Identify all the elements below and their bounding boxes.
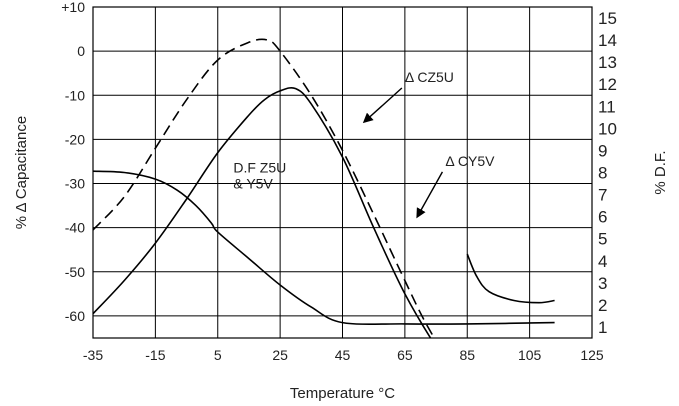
annotation-label: Δ CY5V	[445, 153, 495, 169]
y-tick-label: +10	[61, 0, 85, 15]
y-tick-label: -60	[65, 308, 85, 324]
y-axis-ticks: +10 0 -10 -20 -30 -40 -50 -60	[61, 0, 85, 324]
x-tick-label: 45	[335, 347, 351, 363]
x-tick-label: 65	[397, 347, 413, 363]
plot-frame	[92, 6, 593, 339]
y2-tick-label: 9	[598, 141, 607, 160]
y-tick-label: -30	[65, 176, 85, 192]
annotations: Δ CZ5U Δ CY5V D.F Z5U & Y5V	[233, 69, 495, 219]
x-tick-label: 5	[214, 347, 222, 363]
y2-tick-label: 3	[598, 274, 607, 293]
y-tick-label: 0	[77, 43, 85, 59]
x-tick-label: -15	[145, 347, 165, 363]
y2-tick-label: 4	[598, 252, 607, 271]
series-line-2	[466, 253, 555, 304]
y2-axis-ticks: 15 14 13 12 11 10 9 8 7 6 5 4 3 2 1	[598, 9, 617, 337]
x-axis-ticks: -35 -15 5 25 45 65 85 105 125	[83, 347, 604, 363]
x-tick-label: 25	[272, 347, 288, 363]
y2-tick-label: 11	[598, 97, 616, 116]
annotation-label: Δ CZ5U	[405, 69, 454, 85]
y2-tick-label: 8	[598, 164, 607, 183]
series-layer	[93, 38, 555, 338]
y2-tick-label: 12	[598, 75, 617, 94]
y-tick-label: -40	[65, 220, 85, 236]
y-tick-label: -50	[65, 264, 85, 280]
y2-tick-label: 1	[598, 318, 607, 337]
y2-tick-label: 15	[598, 9, 617, 28]
annotation-arrow	[416, 171, 444, 219]
y-tick-label: -20	[65, 131, 85, 147]
grid	[92, 6, 593, 338]
y-axis-label: % Δ Capacitance	[13, 116, 30, 229]
x-tick-label: 105	[518, 347, 542, 363]
y2-tick-label: 13	[598, 53, 617, 72]
x-tick-label: -35	[83, 347, 103, 363]
y2-tick-label: 7	[598, 186, 607, 205]
series-line-0	[93, 86, 432, 338]
annotation-arrow	[362, 87, 403, 124]
annotation-label: D.F Z5U & Y5V	[233, 160, 286, 192]
x-axis-label: Temperature °C	[290, 385, 395, 402]
series-line-3	[93, 170, 555, 325]
x-tick-label: 85	[459, 347, 475, 363]
y2-tick-label: 2	[598, 296, 607, 315]
y2-tick-label: 14	[598, 31, 617, 50]
y2-axis-label: % D.F.	[652, 150, 669, 194]
y-tick-label: -10	[65, 87, 85, 103]
y2-tick-label: 5	[598, 230, 607, 249]
y2-tick-label: 10	[598, 119, 617, 138]
series-line-1	[93, 38, 436, 338]
x-tick-label: 125	[580, 347, 604, 363]
y2-tick-label: 6	[598, 208, 607, 227]
